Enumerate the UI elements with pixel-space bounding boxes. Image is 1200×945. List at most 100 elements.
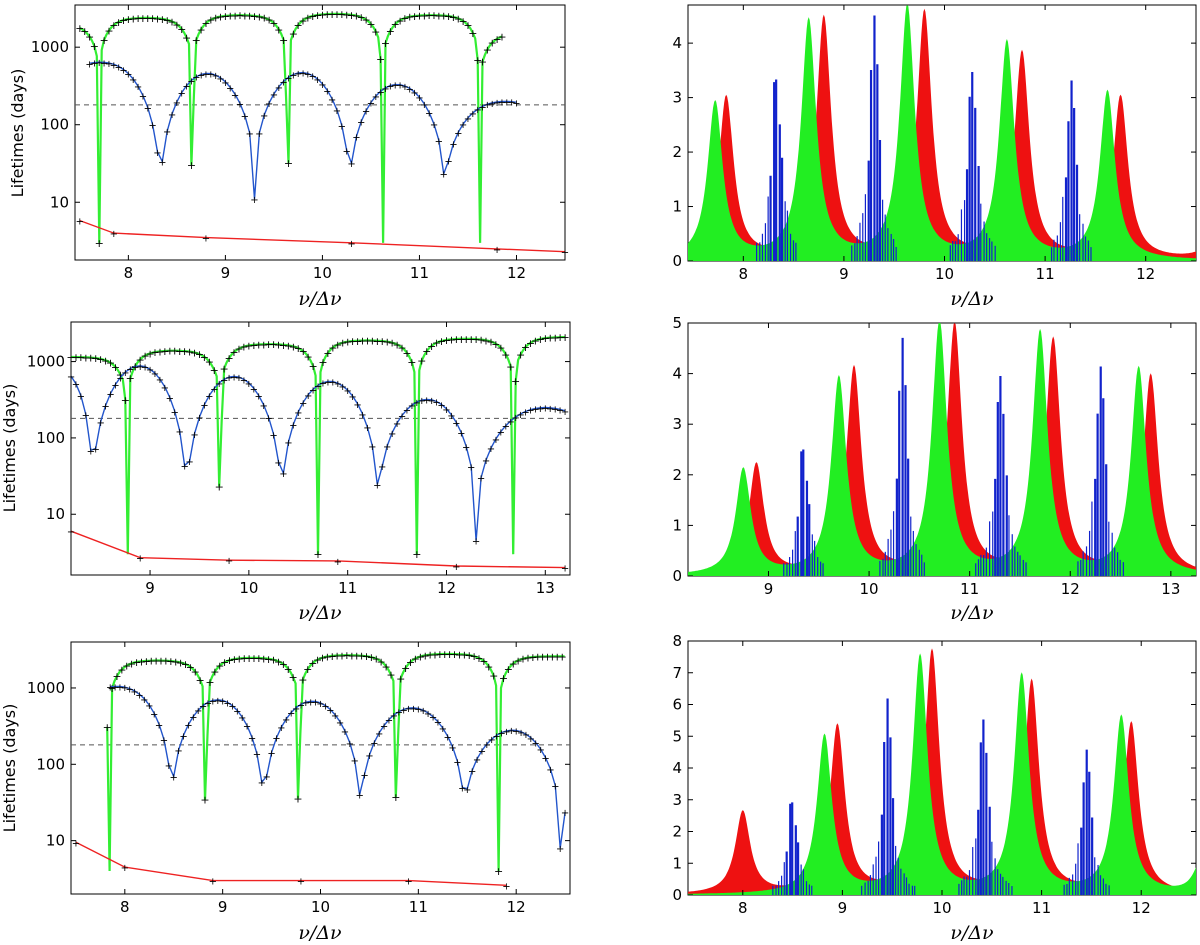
- green-marker: +: [434, 9, 443, 22]
- blue-marker: +: [185, 457, 193, 468]
- green-marker: +: [308, 360, 317, 373]
- blue-marker: +: [245, 129, 253, 140]
- blue-marker: +: [342, 146, 350, 157]
- blue-marker: +: [170, 773, 178, 784]
- red-marker: +: [493, 245, 501, 256]
- blue-marker: +: [357, 118, 365, 129]
- blue-marker: +: [512, 98, 520, 109]
- blue-marker: +: [253, 749, 261, 760]
- green-marker: +: [430, 648, 439, 661]
- green-marker: +: [318, 8, 327, 21]
- green-marker: +: [249, 339, 258, 352]
- blue-marker: +: [284, 438, 292, 449]
- blue-marker: +: [507, 98, 515, 109]
- blue-marker: +: [512, 726, 520, 737]
- series-green-spectrum: [688, 5, 1196, 261]
- green-marker: +: [172, 18, 181, 31]
- x-tick-label: 10: [311, 898, 330, 916]
- green-marker: +: [239, 341, 248, 354]
- green-marker: +: [391, 18, 400, 31]
- blue-marker: +: [388, 429, 396, 440]
- blue-marker: +: [329, 378, 337, 389]
- blue-marker: +: [202, 69, 210, 80]
- green-marker: +: [478, 56, 487, 69]
- x-tick-label: 10: [932, 899, 951, 917]
- blue-marker: +: [180, 461, 188, 472]
- green-marker: +: [328, 8, 337, 21]
- green-marker: +: [259, 338, 268, 351]
- blue-marker: +: [551, 404, 559, 415]
- green-marker: +: [111, 361, 120, 374]
- y-tick-label: 3: [672, 415, 682, 433]
- blue-marker: +: [331, 711, 339, 722]
- series-green-lifetimes: [71, 336, 566, 555]
- green-marker: +: [328, 342, 337, 355]
- series-red-lifetimes: [70, 530, 566, 569]
- blue-marker: +: [556, 405, 564, 416]
- green-marker: +: [449, 11, 458, 24]
- series-blue-lifetimes: [89, 61, 517, 200]
- green-marker: +: [140, 350, 149, 363]
- green-marker: +: [153, 12, 162, 25]
- blue-marker: +: [258, 778, 266, 789]
- y-tick-label: 0: [672, 252, 682, 270]
- green-marker: +: [303, 11, 312, 24]
- x-tick-label: 8: [739, 265, 749, 283]
- blue-marker: +: [419, 706, 427, 717]
- green-marker: +: [201, 17, 210, 30]
- blue-marker: +: [492, 435, 500, 446]
- blue-marker: +: [318, 80, 326, 91]
- blue-marker: +: [536, 404, 544, 415]
- blue-marker: +: [532, 739, 540, 750]
- blue-marker: +: [338, 121, 346, 132]
- green-marker: +: [411, 652, 420, 665]
- blue-marker: +: [380, 721, 388, 732]
- blue-marker: +: [427, 396, 435, 407]
- blue-marker: +: [393, 419, 401, 430]
- y-tick-label: 2: [672, 466, 682, 484]
- green-marker: +: [501, 348, 510, 361]
- panel-lifetimes-top: ++++++++++++++++++++++++++++++++++++++++…: [8, 4, 569, 310]
- series-red-lifetimes: [75, 841, 507, 886]
- green-marker: +: [145, 347, 154, 360]
- green-marker: +: [284, 157, 293, 170]
- green-marker: +: [528, 651, 537, 664]
- blue-marker: +: [221, 78, 229, 89]
- blue-marker: +: [282, 715, 290, 726]
- blue-marker: +: [398, 411, 406, 422]
- blue-marker: +: [351, 756, 359, 767]
- green-marker: +: [392, 338, 401, 351]
- series-green-spectrum: [688, 323, 1196, 576]
- blue-marker: +: [264, 413, 272, 424]
- blue-marker: +: [488, 735, 496, 746]
- blue-marker: +: [299, 69, 307, 80]
- green-marker: +: [75, 22, 84, 35]
- blue-marker: +: [522, 730, 530, 741]
- y-tick-label: 1: [672, 516, 682, 534]
- blue-marker: +: [541, 404, 549, 415]
- blue-marker: +: [498, 97, 506, 108]
- green-marker: +: [205, 356, 214, 369]
- blue-marker: +: [275, 83, 283, 94]
- green-marker: +: [560, 331, 569, 344]
- y-tick-label: 1000: [27, 353, 65, 371]
- blue-marker: +: [444, 732, 452, 743]
- blue-marker: +: [116, 682, 124, 693]
- green-marker: +: [386, 25, 395, 38]
- green-marker: +: [533, 651, 542, 664]
- x-tick-label: 9: [764, 580, 774, 598]
- red-marker: +: [297, 877, 305, 888]
- y-tick-label: 4: [672, 365, 682, 383]
- red-marker: +: [202, 234, 210, 245]
- blue-marker: +: [487, 444, 495, 455]
- blue-marker: +: [175, 427, 183, 438]
- red-marker: +: [452, 562, 460, 573]
- green-marker: +: [298, 674, 307, 687]
- blue-marker: +: [399, 705, 407, 716]
- blue-marker: +: [126, 365, 134, 376]
- green-marker: +: [109, 19, 118, 32]
- blue-marker: +: [302, 698, 310, 709]
- green-marker: +: [200, 794, 209, 807]
- green-marker: +: [224, 352, 233, 365]
- green-marker: +: [362, 650, 371, 663]
